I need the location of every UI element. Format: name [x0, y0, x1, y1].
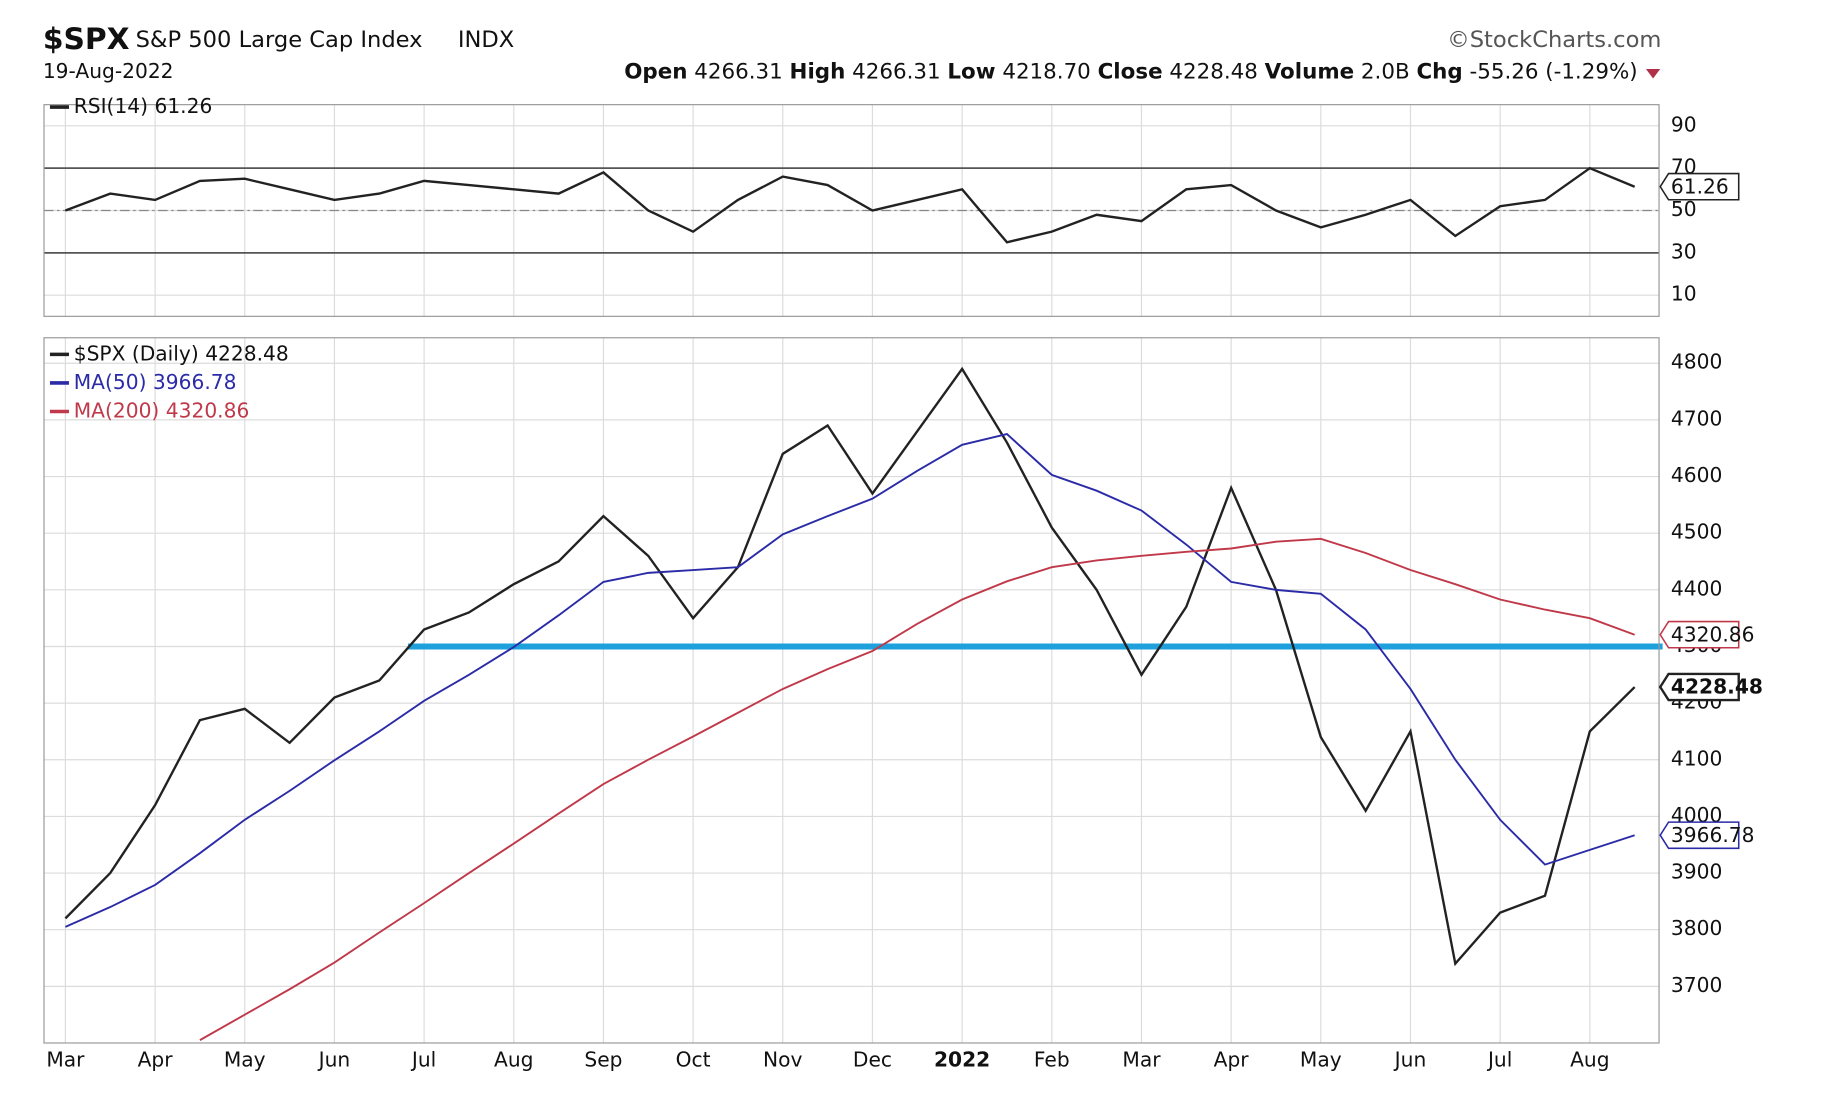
y-tick-label: 3800: [1671, 916, 1722, 940]
x-tick-label: Mar: [1122, 1047, 1161, 1071]
index-name: S&P 500 Large Cap Index: [136, 27, 423, 53]
series-line: [65, 433, 1635, 928]
legend-name: RSI(14): [74, 94, 148, 118]
value-box: [1659, 620, 1740, 649]
x-tick-label: Dec: [853, 1047, 892, 1071]
series-line: [64, 166, 1636, 244]
value-box: [1659, 172, 1740, 201]
legend-entry: MA(200) 4320.86: [74, 398, 250, 422]
high-label: High: [790, 60, 846, 85]
value-label: 3966.78: [1671, 823, 1755, 847]
y-tick-label: 4400: [1671, 576, 1722, 600]
chg-label: Chg: [1416, 60, 1462, 85]
x-tick-label: Jul: [1486, 1047, 1512, 1071]
x-tick-label: Jul: [410, 1047, 436, 1071]
x-tick-label: Apr: [138, 1047, 174, 1071]
x-tick-label: 2022: [934, 1047, 990, 1071]
x-tick-label: Oct: [676, 1047, 711, 1071]
x-tick-label: Mar: [46, 1047, 85, 1071]
date: 19-Aug-2022: [43, 59, 174, 83]
y-tick-label: 30: [1671, 239, 1697, 263]
value-label: 4228.48: [1671, 675, 1763, 699]
close-label: Close: [1098, 60, 1163, 85]
y-tick-label: 4500: [1671, 520, 1722, 544]
legend-value: 4228.48: [205, 341, 289, 365]
legend-name: MA(50): [74, 369, 147, 393]
x-tick-label: Feb: [1034, 1047, 1070, 1071]
legend-name: MA(200): [74, 398, 160, 422]
panel-frame: [43, 337, 1660, 1044]
series-line: [64, 366, 1636, 967]
low: 4218.70: [1002, 60, 1090, 85]
legend-value: 61.26: [154, 94, 212, 118]
high: 4266.31: [852, 60, 940, 85]
y-tick-label: 3900: [1671, 860, 1722, 884]
value-label: 61.26: [1671, 174, 1729, 198]
y-tick-label: 4600: [1671, 463, 1722, 487]
open: 4266.31: [694, 60, 782, 85]
legend-name: $SPX (Daily): [74, 341, 199, 365]
close: 4228.48: [1169, 60, 1257, 85]
volume-label: Volume: [1265, 60, 1354, 85]
chg: -55.26 (-1.29%): [1470, 60, 1638, 85]
y-tick-label: 4700: [1671, 406, 1722, 430]
open-label: Open: [624, 60, 687, 85]
value-label: 4320.86: [1671, 622, 1755, 646]
source: ©StockCharts.com: [1447, 27, 1661, 53]
y-tick-label: 4100: [1671, 746, 1722, 770]
volume: 2.0B: [1361, 60, 1410, 85]
legend-value: 3966.78: [153, 369, 237, 393]
y-tick-label: 3700: [1671, 973, 1722, 997]
x-tick-label: Nov: [763, 1047, 802, 1071]
exchange: INDX: [458, 27, 514, 53]
low-label: Low: [947, 60, 995, 85]
x-tick-label: Aug: [1570, 1047, 1609, 1071]
y-tick-label: 90: [1671, 112, 1697, 136]
legend-value: 4320.86: [166, 398, 250, 422]
y-tick-label: 4800: [1671, 350, 1722, 374]
y-tick-label: 10: [1671, 282, 1697, 306]
y-tick-label: 50: [1671, 197, 1697, 221]
x-tick-label: May: [224, 1047, 266, 1071]
x-tick-label: Sep: [584, 1047, 622, 1071]
x-tick-label: Jun: [1393, 1047, 1427, 1071]
down-arrow: [1645, 68, 1661, 79]
series-line: [199, 537, 1635, 1041]
x-tick-label: Aug: [494, 1047, 533, 1071]
value-box: [1659, 821, 1740, 850]
legend-entry: MA(50) 3966.78: [74, 369, 237, 393]
quote-line: Open 4266.31 High 4266.31 Low 4218.70 Cl…: [624, 60, 1637, 85]
legend-entry: RSI(14) 61.26: [74, 94, 213, 118]
x-tick-label: May: [1300, 1047, 1342, 1071]
value-box: [1658, 672, 1740, 702]
x-tick-label: Apr: [1214, 1047, 1250, 1071]
symbol: $SPX: [43, 22, 130, 57]
panel-frame: [43, 104, 1660, 317]
legend-entry: $SPX (Daily) 4228.48: [74, 341, 289, 365]
x-tick-label: Jun: [317, 1047, 351, 1071]
